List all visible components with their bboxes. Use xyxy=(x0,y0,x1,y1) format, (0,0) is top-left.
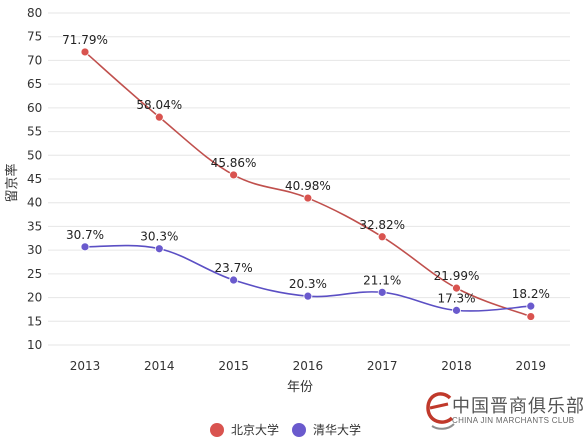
y-tick-label: 55 xyxy=(27,125,42,139)
series-1: 71.79% 58.04% 45.86% 40.98% 32.82% 21.99% xyxy=(62,33,536,321)
data-label: 45.86% xyxy=(211,156,257,170)
data-label: 23.7% xyxy=(215,261,253,275)
x-tick-label: 2017 xyxy=(367,359,398,373)
y-tick-label: 80 xyxy=(27,6,42,20)
club-logo-icon xyxy=(426,392,455,430)
data-label: 32.82% xyxy=(359,218,405,232)
y-tick-label: 20 xyxy=(27,291,42,305)
y-axis-ticks: 10 15 20 25 30 35 40 45 50 55 60 65 70 75 80 xyxy=(27,6,42,352)
data-point xyxy=(526,312,536,321)
y-tick-label: 25 xyxy=(27,267,42,281)
data-point xyxy=(303,291,313,301)
y-tick-label: 65 xyxy=(27,77,42,91)
series-2: 30.7% 30.3% 23.7% 20.3% 21.1% 17.3% 18.2% xyxy=(66,228,550,315)
data-point xyxy=(526,301,536,311)
x-axis-ticks: 2013 2014 2015 2016 2017 2018 2019 xyxy=(70,359,546,373)
data-label: 71.79% xyxy=(62,33,108,47)
data-point xyxy=(154,244,164,254)
legend-label: 北京大学 xyxy=(231,422,279,437)
legend: 北京大学 清华大学 xyxy=(210,422,361,437)
x-tick-label: 2013 xyxy=(70,359,101,373)
data-label: 40.98% xyxy=(285,179,331,193)
data-label: 21.99% xyxy=(434,269,480,283)
data-label: 30.3% xyxy=(140,230,178,244)
data-label: 58.04% xyxy=(136,98,182,112)
y-tick-label: 30 xyxy=(27,243,42,257)
data-label: 17.3% xyxy=(437,291,475,305)
data-label: 18.2% xyxy=(512,287,550,301)
data-point xyxy=(80,242,90,252)
x-tick-label: 2014 xyxy=(144,359,175,373)
series-layer: 71.79%58.04%45.86%40.98%32.82%21.99%30.7… xyxy=(62,33,550,321)
watermark-chinese: 中国晋商俱乐部 xyxy=(452,396,585,417)
legend-marker xyxy=(210,423,224,437)
y-tick-label: 70 xyxy=(27,53,42,67)
y-tick-label: 75 xyxy=(27,30,42,44)
x-tick-label: 2015 xyxy=(218,359,249,373)
data-point xyxy=(452,283,461,293)
x-tick-label: 2016 xyxy=(293,359,324,373)
data-point xyxy=(80,47,90,57)
gridlines xyxy=(48,12,570,346)
y-tick-label: 45 xyxy=(27,172,42,186)
x-tick-label: 2018 xyxy=(441,359,472,373)
data-point xyxy=(154,112,164,122)
watermark-english: CHINA JIN MARCHANTS CLUB xyxy=(452,416,575,425)
data-point xyxy=(377,287,387,297)
y-axis-title: 留京率 xyxy=(4,163,20,202)
y-tick-label: 40 xyxy=(27,196,42,210)
data-point xyxy=(303,193,313,203)
legend-marker xyxy=(292,423,306,437)
data-point xyxy=(229,275,239,285)
y-tick-label: 35 xyxy=(27,219,42,233)
data-label: 21.1% xyxy=(363,273,401,287)
y-tick-label: 15 xyxy=(27,314,42,328)
legend-label: 清华大学 xyxy=(313,422,361,437)
x-axis-title: 年份 xyxy=(287,380,313,395)
data-point xyxy=(377,232,387,242)
x-tick-label: 2019 xyxy=(516,359,547,373)
data-point xyxy=(452,305,461,315)
y-tick-label: 10 xyxy=(27,338,42,352)
y-tick-label: 60 xyxy=(27,101,42,115)
data-point xyxy=(229,170,239,180)
y-tick-label: 50 xyxy=(27,148,42,162)
data-label: 20.3% xyxy=(289,277,327,291)
data-label: 30.7% xyxy=(66,228,104,242)
